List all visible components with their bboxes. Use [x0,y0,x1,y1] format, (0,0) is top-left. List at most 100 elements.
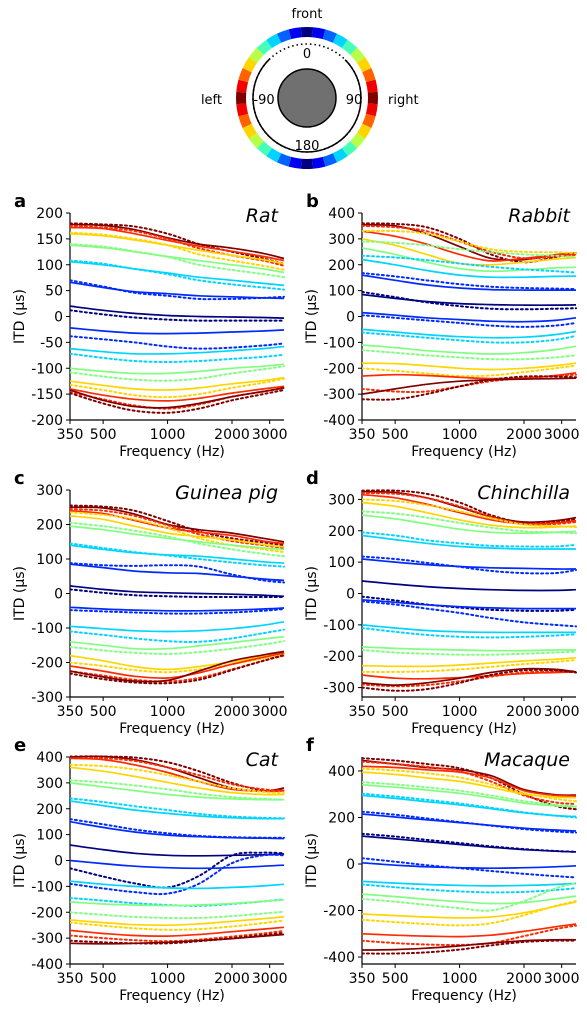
measured-line-az45 [70,243,285,279]
measured-line-az-75 [362,924,577,947]
x-tick-label: 2000 [506,704,542,720]
y-axis-title: ITD (µs) [12,566,28,621]
dial-ring-segment [322,29,338,43]
x-tick-label: 1000 [442,704,478,720]
measured-line-az75 [362,760,577,805]
model-line-az-45 [362,645,577,652]
dial-ring-segment [365,103,378,117]
dial-ring-segment [236,103,249,117]
x-tick-label: 2000 [506,971,542,987]
y-tick-label: 0 [54,854,63,870]
panel-letter: d [306,468,319,489]
model-line-az30 [70,260,285,287]
x-tick-label: 350 [57,704,84,720]
measured-line-az-15 [70,853,285,896]
model-line-az-60 [70,651,285,671]
measured-line-az-90 [70,653,285,685]
dial-ring-segment [365,79,378,93]
measured-line-az60 [362,767,577,803]
y-tick-label: -100 [323,335,355,351]
model-line-az60 [362,238,577,266]
model-line-az45 [362,247,577,273]
x-tick-label: 1000 [150,971,186,987]
species-title: Rat [246,205,280,227]
dial-ring-segment [266,147,282,163]
series-group [70,222,285,414]
measured-line-az-15 [362,314,577,328]
model-line-az-75 [70,385,285,402]
y-tick-label: 400 [328,206,355,222]
y-tick-label: 0 [54,310,63,326]
dial-ring-segment [300,26,314,38]
y-tick-label: 200 [36,802,63,818]
x-tick-label: 3000 [252,971,288,987]
y-tick-label: 100 [36,552,63,568]
measured-line-az45 [362,781,577,808]
measured-line-az-30 [70,352,285,364]
measured-line-az0 [70,309,285,322]
x-tick-label: 350 [57,971,84,987]
measured-line-az-75 [362,670,577,688]
dial-ring-segment [238,67,252,83]
dial-ring-segment [350,132,366,149]
panel-d: -300 -200 -100 0 100 200 300 350 500 1000 2000 3000… [304,468,579,737]
y-axis-title: ITD (µs) [304,289,320,344]
dial-ring-segment [276,29,292,43]
x-axis-title: Frequency (Hz) [119,988,225,1004]
panel-b: -400 -300 -200 -100 0 100 200 300 400 350 500 1000 2… [304,191,579,460]
x-tick-label: 3000 [252,427,288,443]
y-axis-title: ITD (µs) [12,289,28,344]
y-tick-label: -200 [31,905,63,921]
model-line-az60 [70,766,285,796]
dial-ring-segment [341,39,358,55]
y-tick-label: -200 [323,649,355,665]
dial-ring-segment [288,156,302,169]
y-tick-label: 100 [328,284,355,300]
measured-line-az75 [70,757,285,792]
measured-line-az45 [70,779,285,801]
model-line-az30 [362,794,577,818]
dial-ring-segment [256,141,273,157]
y-tick-label: 150 [36,232,63,248]
species-title: Cat [246,749,280,771]
model-line-az15 [362,813,577,832]
measured-line-az0 [70,851,285,889]
model-line-az30 [362,534,576,550]
measured-line-az-60 [362,364,577,378]
model-line-az15 [70,563,285,582]
dial-ring-segment [288,27,302,40]
model-line-az30 [70,544,285,564]
measured-line-az-90 [362,668,577,692]
series-group [362,222,577,401]
species-title: Chinchilla [477,482,570,504]
x-axis-title: Frequency (Hz) [411,721,517,737]
model-line-az-90 [362,667,577,686]
model-line-az0 [362,293,577,307]
model-line-az0 [70,585,285,598]
model-line-az75 [362,493,577,525]
y-tick-label: 100 [36,828,63,844]
dial-angle-right: 90 [346,93,363,108]
y-tick-label: 0 [346,310,355,326]
dial-ring-segment [242,123,258,139]
y-tick-label: 0 [54,587,63,603]
model-line-az-60 [70,916,285,927]
measured-line-az90 [362,489,577,525]
x-axis-title: Frequency (Hz) [119,444,225,460]
model-line-az60 [70,515,285,548]
model-line-az-90 [70,387,285,409]
measured-line-az-90 [362,375,577,401]
y-tick-label: -400 [323,413,355,429]
series-group [362,757,577,955]
x-tick-label: 1000 [150,427,186,443]
model-line-az75 [70,757,285,793]
x-tick-label: 2000 [214,704,250,720]
y-tick-label: 400 [36,750,63,766]
model-line-az-45 [362,893,577,905]
measured-line-az45 [362,240,577,258]
measured-line-az-15 [70,608,285,615]
model-line-az-90 [70,650,285,683]
dial-ring-segment [236,79,249,93]
measured-line-az60 [70,511,285,554]
